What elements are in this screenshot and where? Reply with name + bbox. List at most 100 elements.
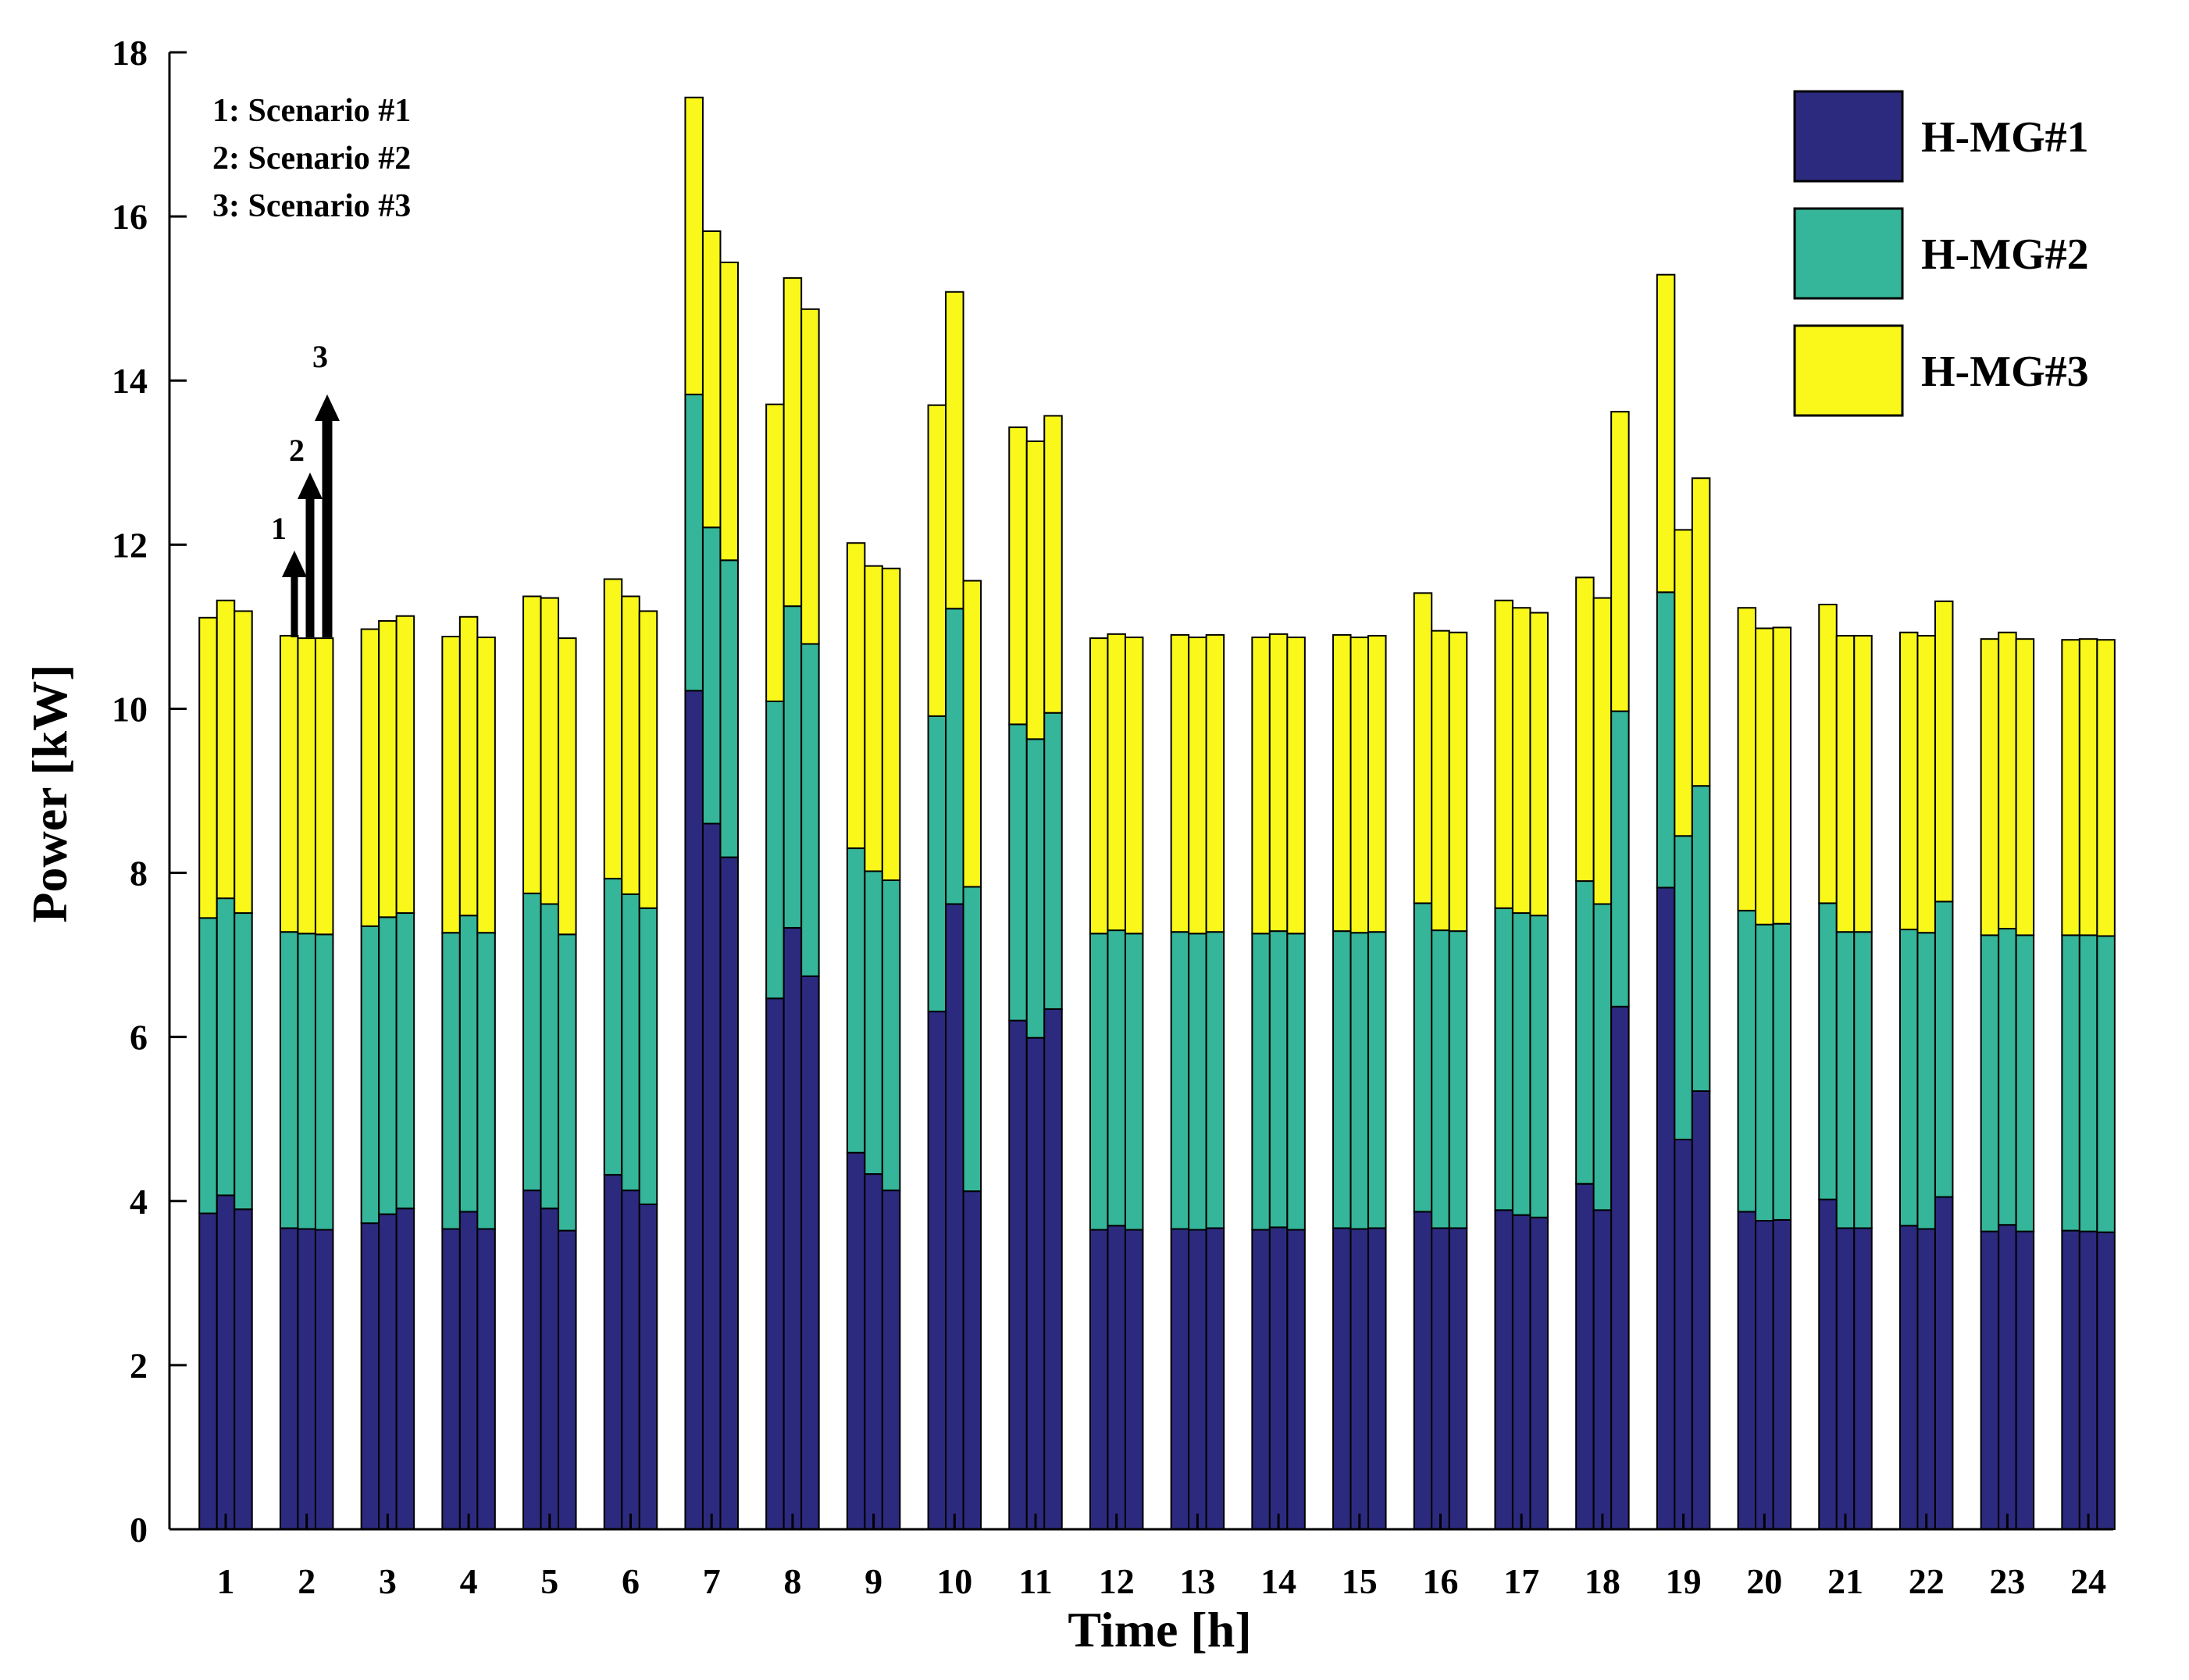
bar-group-hour-17 xyxy=(1494,599,1549,1531)
bar-segment-hmg1-s2-h15 xyxy=(1349,1228,1370,1530)
bar-segment-hmg1-s3-h10 xyxy=(962,1190,982,1531)
bar-segment-hmg3-s3-h7 xyxy=(719,261,739,562)
bar-segment-hmg1-s2-h7 xyxy=(701,822,722,1530)
bar-segment-hmg3-s3-h14 xyxy=(1286,637,1306,935)
bar-segment-hmg3-s2-h14 xyxy=(1268,633,1289,933)
bar-segment-hmg3-s1-h18 xyxy=(1575,576,1595,883)
bar-segment-hmg1-s2-h4 xyxy=(458,1211,479,1531)
bar-segment-hmg3-s1-h15 xyxy=(1332,633,1352,933)
bar-segment-hmg1-s2-h5 xyxy=(540,1207,560,1530)
bar-segment-hmg3-s2-h24 xyxy=(2078,638,2098,936)
bar-segment-hmg3-s2-h6 xyxy=(621,595,640,895)
bar-segment-hmg2-s2-h4 xyxy=(458,915,479,1213)
bar-segment-hmg1-s2-h22 xyxy=(1916,1228,1936,1530)
bar-segment-hmg2-s1-h13 xyxy=(1170,931,1190,1230)
x-tick-label: 3 xyxy=(379,1561,397,1601)
bar-segment-hmg2-s3-h5 xyxy=(558,933,577,1232)
bar-segment-hmg3-s2-h22 xyxy=(1916,634,1936,934)
x-tick-label: 18 xyxy=(1585,1561,1620,1601)
bar-segment-hmg1-s1-h22 xyxy=(1898,1225,1919,1531)
bar-segment-hmg3-s2-h5 xyxy=(540,597,560,905)
bar-segment-hmg3-s3-h19 xyxy=(1691,477,1711,787)
bar-group-hour-19 xyxy=(1656,273,1711,1530)
bar-segment-hmg3-s3-h23 xyxy=(2015,638,2035,936)
y-tick-label: 14 xyxy=(112,361,148,401)
bar-segment-hmg2-s2-h8 xyxy=(783,605,803,929)
legend-swatch-hmg2 xyxy=(1793,207,1904,300)
bar-group-hour-12 xyxy=(1089,633,1144,1531)
bar-segment-hmg1-s1-h14 xyxy=(1251,1229,1271,1531)
bar-segment-hmg2-s3-h9 xyxy=(881,879,901,1192)
bar-segment-hmg1-s3-h6 xyxy=(638,1203,658,1530)
bar-segment-hmg3-s3-h13 xyxy=(1205,633,1225,933)
bar-segment-hmg2-s1-h16 xyxy=(1413,902,1433,1213)
x-tick-label: 2 xyxy=(298,1561,316,1601)
bar-segment-hmg3-s1-h1 xyxy=(198,616,218,919)
bar-segment-hmg1-s1-h10 xyxy=(927,1011,947,1530)
bar-group-hour-10 xyxy=(927,291,982,1531)
bar-segment-hmg3-s1-h14 xyxy=(1251,637,1271,935)
bar-segment-hmg3-s3-h15 xyxy=(1367,634,1387,933)
bar-segment-hmg1-s2-h3 xyxy=(378,1213,398,1530)
bar-segment-hmg3-s3-h16 xyxy=(1448,631,1468,933)
bar-segment-hmg2-s1-h8 xyxy=(765,700,785,1000)
bar-segment-hmg2-s3-h2 xyxy=(314,933,334,1231)
bar-group-hour-14 xyxy=(1251,633,1306,1531)
bar-segment-hmg1-s1-h1 xyxy=(198,1212,218,1531)
x-tick-label: 24 xyxy=(2070,1561,2106,1601)
bar-segment-hmg1-s3-h11 xyxy=(1043,1008,1063,1530)
bar-segment-hmg2-s1-h20 xyxy=(1737,909,1757,1213)
legend-label-hmg1: H-MG#1 xyxy=(1921,113,2089,162)
bar-segment-hmg2-s1-h17 xyxy=(1494,907,1513,1211)
y-tick-label: 18 xyxy=(112,33,148,73)
bar-group-hour-9 xyxy=(846,542,901,1531)
bar-group-hour-20 xyxy=(1737,607,1792,1531)
bar-segment-hmg3-s2-h19 xyxy=(1674,529,1693,837)
bar-segment-hmg1-s2-h17 xyxy=(1511,1214,1531,1530)
bar-segment-hmg2-s1-h21 xyxy=(1818,902,1838,1200)
bar-segment-hmg2-s2-h15 xyxy=(1349,932,1370,1230)
bar-segment-hmg1-s1-h17 xyxy=(1494,1209,1513,1530)
bar-segment-hmg3-s2-h17 xyxy=(1511,607,1531,915)
bar-segment-hmg3-s1-h11 xyxy=(1008,426,1028,726)
bar-segment-hmg1-s1-h15 xyxy=(1332,1227,1352,1530)
bar-segment-hmg3-s2-h12 xyxy=(1107,633,1126,932)
bar-segment-hmg3-s3-h12 xyxy=(1124,637,1144,935)
x-tick-label: 17 xyxy=(1503,1561,1539,1601)
bar-segment-hmg3-s1-h22 xyxy=(1898,631,1919,931)
bar-segment-hmg1-s3-h16 xyxy=(1448,1227,1468,1530)
bar-segment-hmg2-s2-h9 xyxy=(864,870,883,1175)
bar-segment-hmg3-s1-h13 xyxy=(1170,633,1190,933)
bar-segment-hmg3-s3-h2 xyxy=(314,637,334,936)
bar-segment-hmg1-s3-h20 xyxy=(1772,1218,1792,1530)
scenario-note: 1: Scenario #1 2: Scenario #2 3: Scenario … xyxy=(212,93,411,637)
bar-segment-hmg1-s1-h24 xyxy=(2061,1229,2080,1530)
bar-segment-hmg2-s2-h7 xyxy=(701,526,722,825)
x-tick-label: 14 xyxy=(1260,1561,1296,1601)
bar-segment-hmg1-s1-h20 xyxy=(1737,1211,1757,1531)
bar-segment-hmg1-s3-h12 xyxy=(1124,1229,1144,1531)
bar-segment-hmg3-s1-h5 xyxy=(522,595,542,894)
bar-segment-hmg1-s1-h19 xyxy=(1656,886,1676,1530)
x-tick-label: 16 xyxy=(1423,1561,1459,1601)
bar-segment-hmg1-s1-h5 xyxy=(522,1190,542,1530)
bar-segment-hmg1-s3-h9 xyxy=(881,1190,901,1530)
bar-segment-hmg2-s2-h2 xyxy=(297,933,316,1230)
arrow-head xyxy=(298,473,323,499)
bar-segment-hmg2-s2-h20 xyxy=(1755,923,1774,1222)
bar-segment-hmg3-s1-h10 xyxy=(927,404,947,717)
x-tick-label: 11 xyxy=(1018,1561,1052,1601)
bar-segment-hmg2-s2-h16 xyxy=(1431,929,1450,1229)
bar-segment-hmg3-s1-h4 xyxy=(441,636,461,934)
bar-segment-hmg2-s1-h15 xyxy=(1332,930,1352,1229)
bar-segment-hmg1-s3-h13 xyxy=(1205,1227,1225,1530)
bar-segment-hmg1-s2-h10 xyxy=(945,903,964,1530)
bar-segment-hmg3-s3-h20 xyxy=(1772,626,1792,925)
bar-groups xyxy=(198,96,2116,1531)
bar-segment-hmg2-s1-h18 xyxy=(1575,880,1595,1185)
y-tick-label: 10 xyxy=(112,689,148,729)
bar-segment-hmg2-s3-h23 xyxy=(2015,934,2035,1232)
bar-segment-hmg1-s2-h14 xyxy=(1268,1226,1289,1531)
